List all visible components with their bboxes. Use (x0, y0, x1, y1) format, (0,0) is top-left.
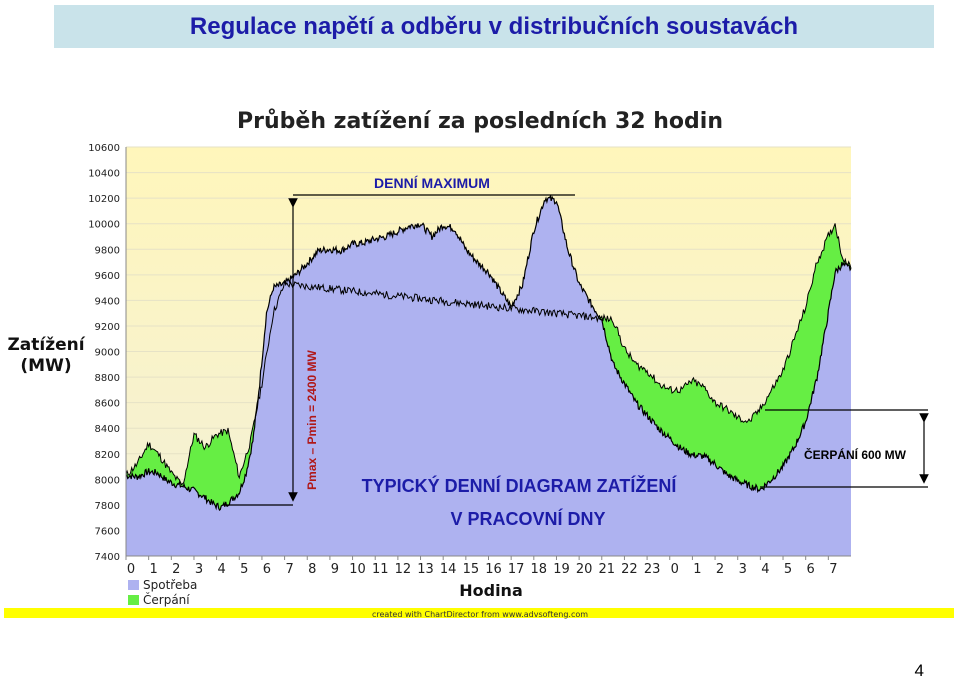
x-tick-label: 17 (508, 562, 525, 577)
y-tick-label: 9600 (95, 271, 120, 282)
x-axis: 0 1 2 3 4 5 6 7 8 9 10 11 12 13 14 15 16 17 18 19 20 21 22 23 0 1… (125, 555, 851, 577)
y-tick-label: 9000 (95, 348, 120, 359)
x-tick-label: 23 (644, 562, 661, 577)
y-tick-label: 9800 (95, 245, 120, 256)
x-tick-label: 11 (372, 562, 389, 577)
x-tick-label: 16 (485, 562, 502, 577)
y-tick-label: 9400 (95, 296, 120, 307)
x-tick-label: 22 (621, 562, 638, 577)
x-tick-label: 2 (172, 562, 180, 577)
y-tick-label: 8600 (95, 399, 120, 410)
legend: Spotřeba Čerpání (128, 578, 197, 607)
page-number: 4 (914, 661, 924, 680)
area-series (125, 194, 852, 556)
y-tick-label: 10200 (88, 194, 120, 205)
x-tick-label: 10 (349, 562, 366, 577)
y-tick-label: 8000 (95, 475, 120, 486)
legend-swatch-spotreba (128, 580, 139, 590)
pmax-pmin-label: Pmax – Pmin = 2400 MW (305, 349, 319, 489)
legend-label-cerpani: Čerpání (143, 592, 190, 607)
x-tick-label: 2 (716, 562, 724, 577)
pumping-label: ČERPÁNÍ 600 MW (804, 447, 907, 462)
y-axis-label-2: (MW) (20, 356, 71, 376)
y-tick-label: 8800 (95, 373, 120, 384)
slide-title: Regulace napětí a odběru v distribučních… (189, 12, 799, 40)
x-tick-label: 3 (739, 562, 747, 577)
annotations: DENNÍ MAXIMUM Pmax – Pmin = 2400 MW ČERP… (223, 175, 929, 529)
x-tick-label: 4 (761, 562, 769, 577)
x-tick-label: 3 (195, 562, 203, 577)
series-cerpani-line (125, 223, 852, 486)
x-tick-label: 4 (217, 562, 225, 577)
series-spotreba-line (125, 194, 852, 512)
x-tick-label: 8 (308, 562, 316, 577)
x-tick-label: 1 (693, 562, 701, 577)
caption-line-1: TYPICKÝ DENNÍ DIAGRAM ZATÍŽENÍ (362, 475, 678, 496)
x-tick-label: 15 (463, 562, 480, 577)
x-tick-label: 21 (599, 562, 616, 577)
x-tick-label: 7 (285, 562, 293, 577)
chart-credit: created with ChartDirector from www.advs… (372, 610, 588, 619)
y-tick-label: 7400 (95, 552, 120, 563)
legend-label-spotreba: Spotřeba (143, 578, 197, 592)
x-tick-label: 18 (531, 562, 548, 577)
x-tick-label: 14 (440, 562, 457, 577)
x-tick-label: 5 (240, 562, 248, 577)
y-tick-label: 10600 (88, 143, 120, 154)
y-axis: 7400 7600 7800 8000 8200 8400 8600 8800 9000 9200… (88, 143, 127, 563)
y-tick-label: 7800 (95, 501, 120, 512)
credit-bar (4, 608, 954, 618)
y-tick-label: 10400 (88, 169, 120, 180)
y-tick-label: 8200 (95, 450, 120, 461)
x-tick-label: 20 (576, 562, 593, 577)
legend-swatch-cerpani (128, 595, 139, 605)
y-axis-label-1: Zatížení (7, 335, 85, 355)
x-tick-label: 0 (127, 562, 135, 577)
x-tick-label: 12 (395, 562, 412, 577)
y-tick-label: 7600 (95, 526, 120, 537)
slide-title-bar: Regulace napětí a odběru v distribučních… (54, 5, 934, 48)
caption-line-2: V PRACOVNÍ DNY (450, 508, 605, 529)
y-tick-label: 10000 (88, 220, 120, 231)
y-tick-label: 9200 (95, 322, 120, 333)
x-tick-label: 6 (807, 562, 815, 577)
x-tick-label: 7 (829, 562, 837, 577)
y-tick-label: 8400 (95, 424, 120, 435)
x-tick-label: 5 (784, 562, 792, 577)
x-axis-label: Hodina (459, 581, 523, 600)
chart-title: Průběh zatížení za posledních 32 hodin (237, 109, 723, 134)
x-tick-label: 9 (331, 562, 339, 577)
x-tick-label: 1 (150, 562, 158, 577)
x-tick-label: 6 (263, 562, 271, 577)
x-tick-label: 13 (417, 562, 434, 577)
daily-max-label: DENNÍ MAXIMUM (374, 175, 490, 191)
x-tick-label: 19 (553, 562, 570, 577)
x-tick-label: 0 (671, 562, 679, 577)
